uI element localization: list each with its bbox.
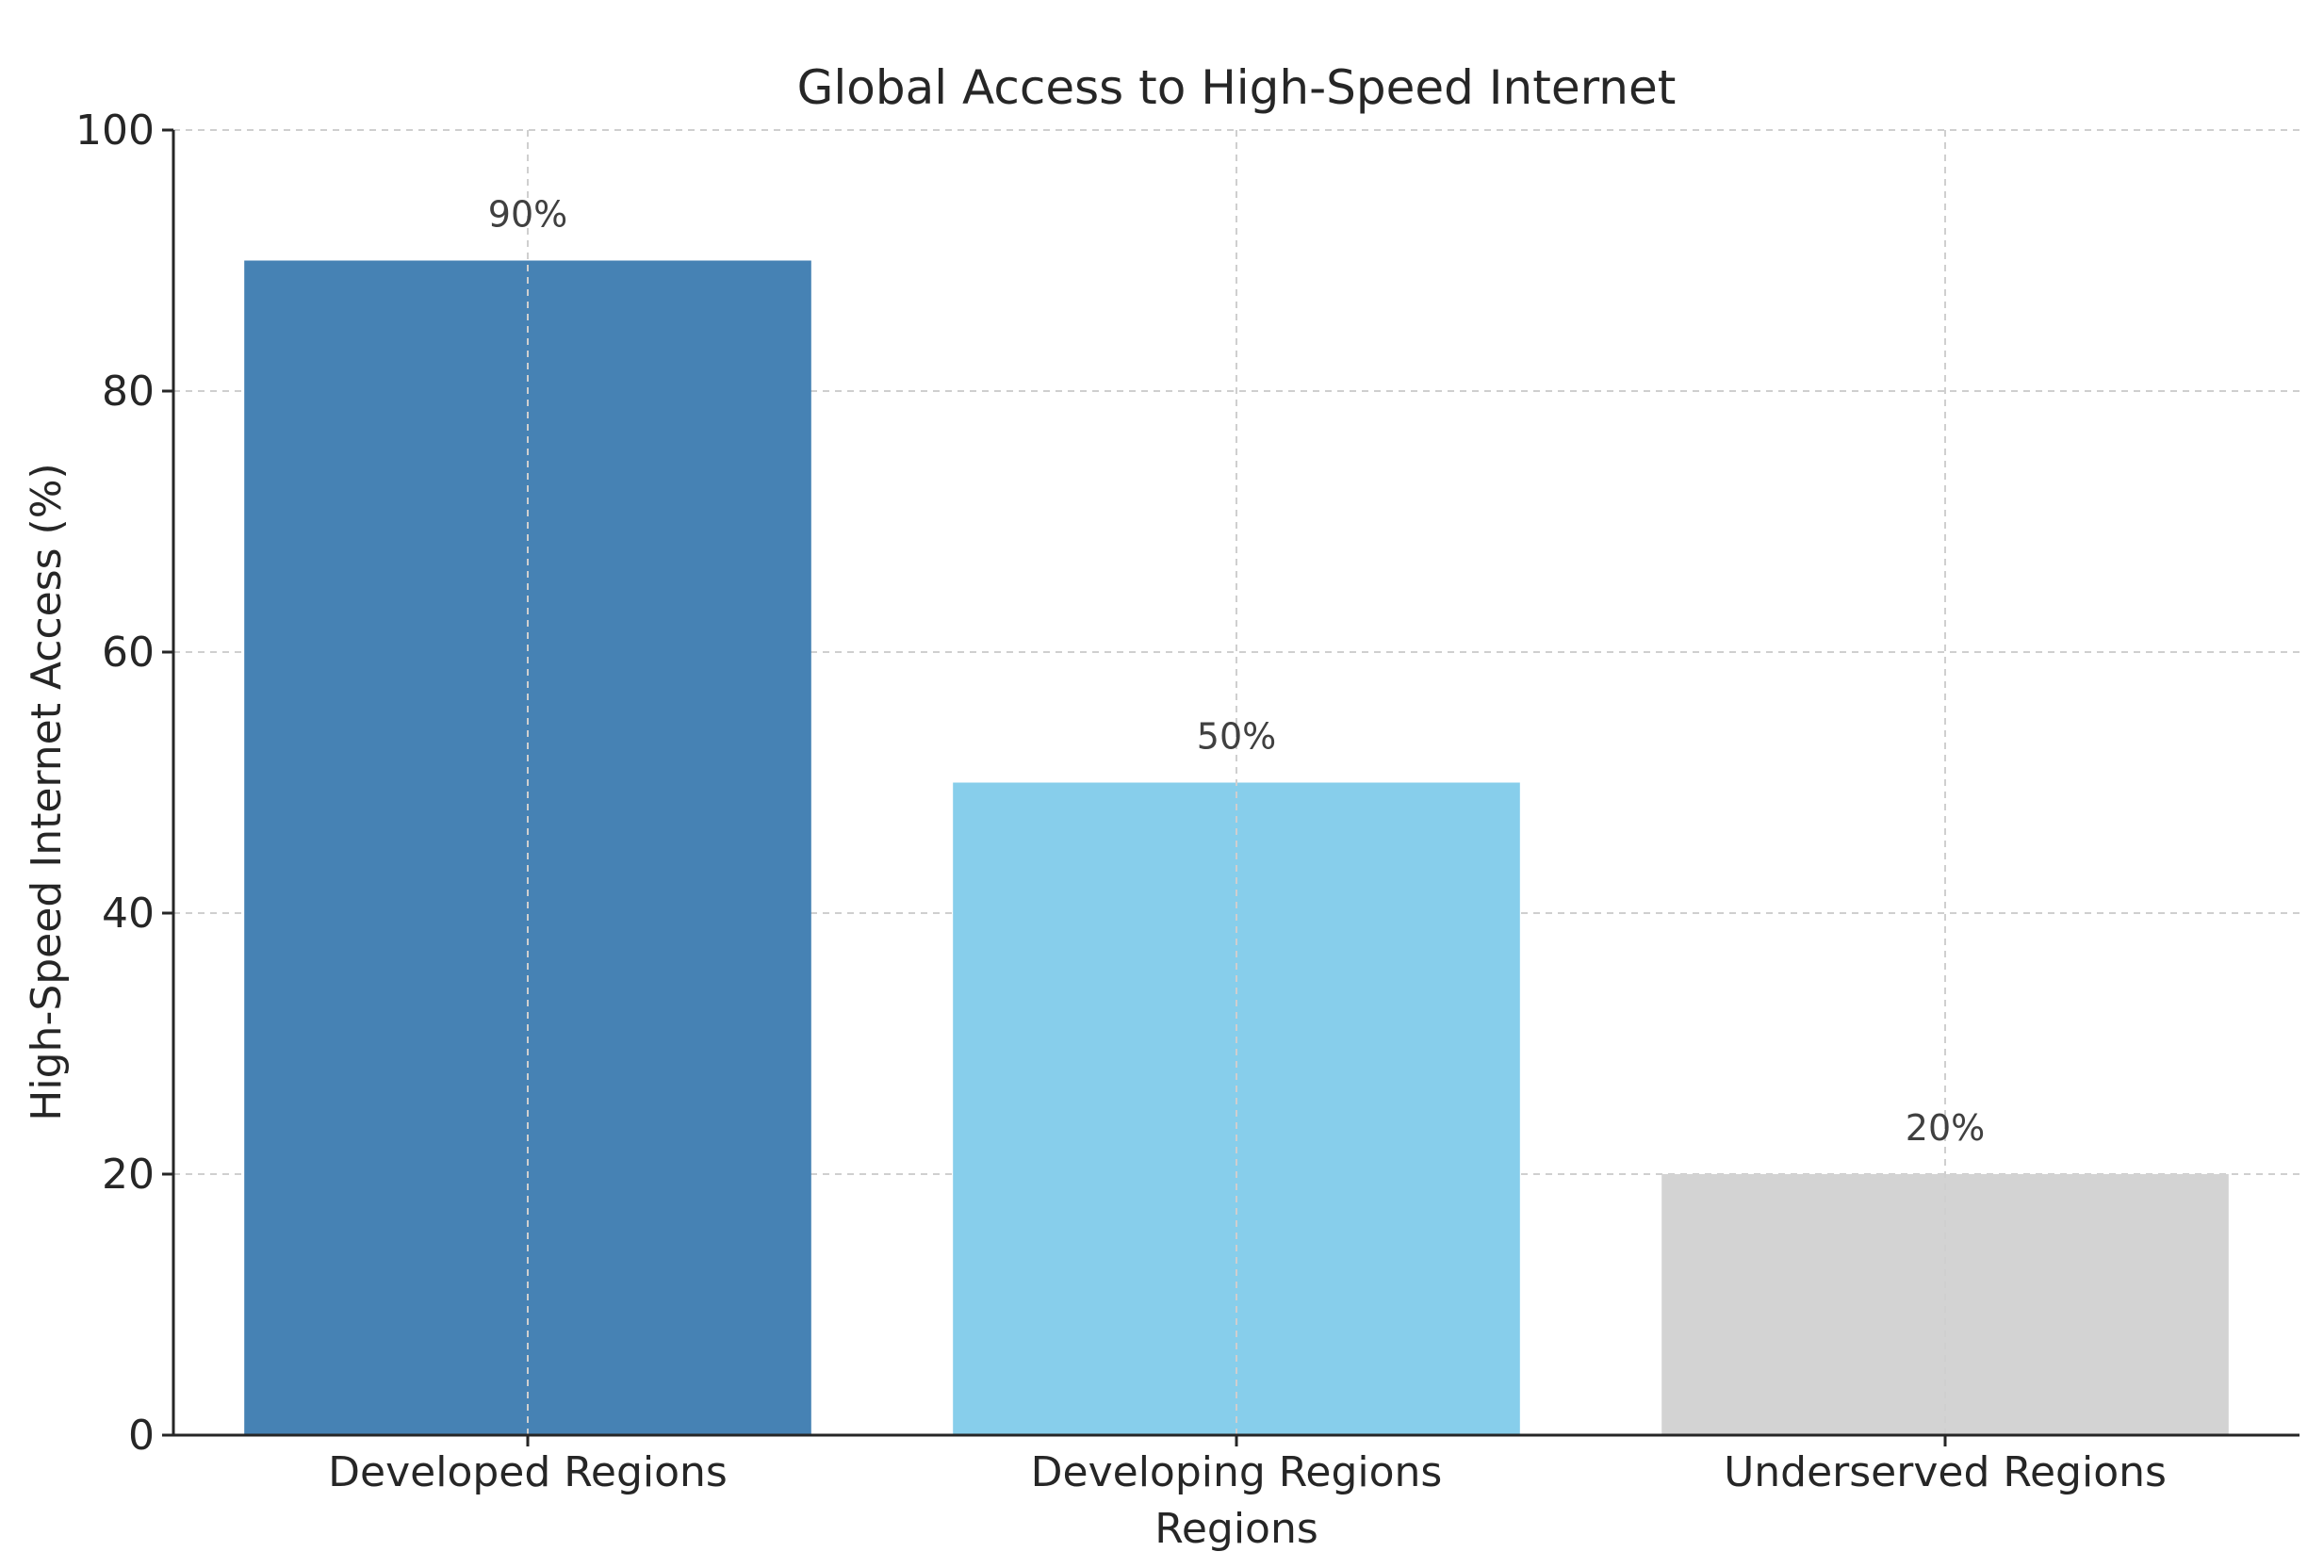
bar-value-label: 20% (1906, 1107, 1985, 1149)
y-axis-label: High-Speed Internet Access (%) (23, 463, 71, 1120)
x-axis-label: Regions (1154, 1505, 1318, 1553)
y-tick-label: 0 (128, 1412, 155, 1460)
y-tick-label: 60 (102, 629, 155, 677)
bar (244, 260, 811, 1435)
x-tick-label: Developed Regions (328, 1448, 728, 1496)
y-axis-ticks: 0 20 40 60 80 100 (75, 106, 173, 1460)
bar-value-label: 90% (488, 194, 567, 236)
y-tick-label: 80 (102, 368, 155, 416)
y-tick-label: 100 (75, 106, 155, 155)
bar-value-label: 50% (1197, 716, 1276, 758)
bar-value-labels: 90% 50% 20% (488, 194, 1985, 1150)
x-axis-ticks: Developed Regions Developing Regions Under… (328, 1435, 2167, 1496)
bar (1661, 1174, 2229, 1435)
y-tick-label: 20 (102, 1151, 155, 1199)
chart-title: Global Access to High-Speed Internet (797, 60, 1677, 115)
y-tick-label: 40 (102, 890, 155, 938)
x-tick-label: Underserved Regions (1724, 1448, 2167, 1496)
x-tick-label: Developing Regions (1031, 1448, 1443, 1496)
